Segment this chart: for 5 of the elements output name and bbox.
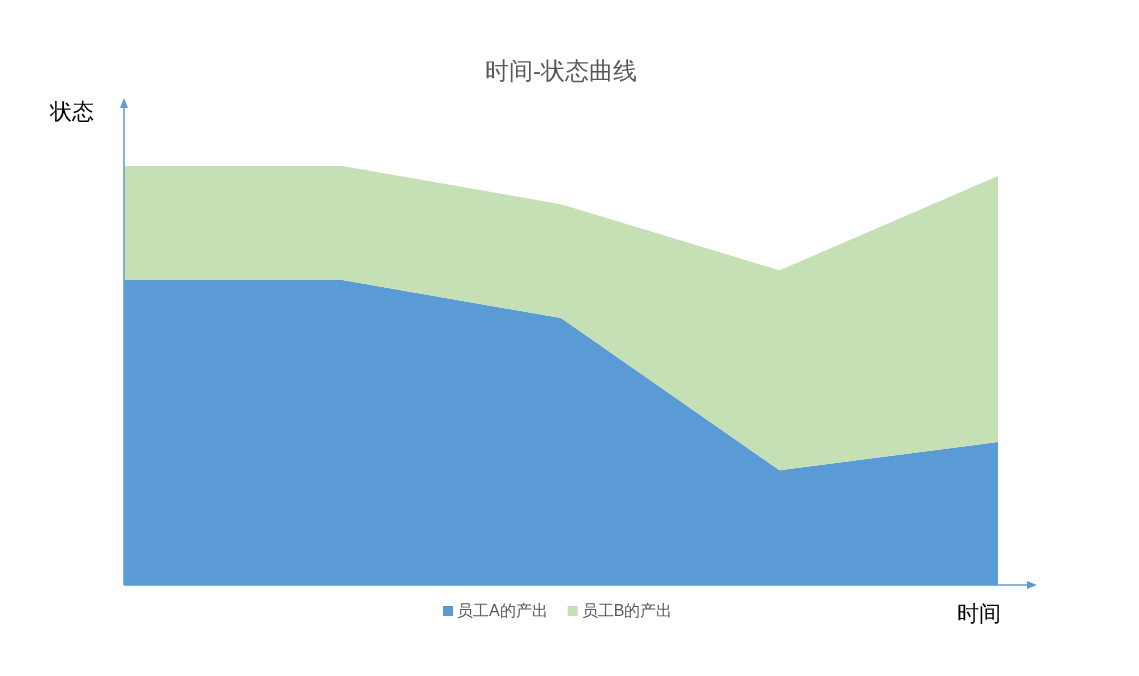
x-axis-title: 时间 <box>957 601 1001 626</box>
legend-label: 员工A的产出 <box>457 602 548 619</box>
chart-title: 时间-状态曲线 <box>485 57 637 84</box>
y-axis-title: 状态 <box>49 99 94 124</box>
legend-label: 员工B的产出 <box>581 602 673 619</box>
